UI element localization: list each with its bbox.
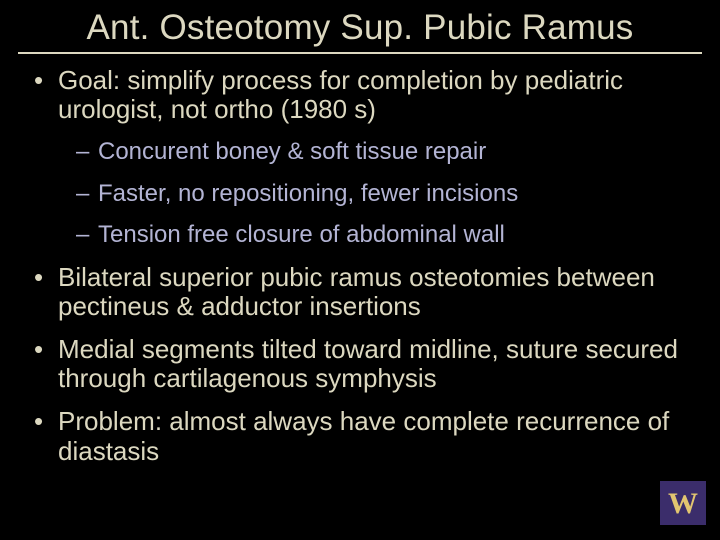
sub-list-item: Tension free closure of abdominal wall: [80, 221, 696, 249]
bullet-list: Goal: simplify process for completion by…: [14, 66, 706, 466]
svg-text:W: W: [668, 487, 698, 520]
w-logo-icon: W: [660, 481, 706, 525]
uw-logo: W: [660, 481, 706, 530]
bullet-text: Goal: simplify process for completion by…: [58, 65, 623, 124]
list-item: Problem: almost always have complete rec…: [40, 407, 696, 465]
slide-title: Ant. Osteotomy Sup. Pubic Ramus: [14, 8, 706, 48]
bullet-text: Problem: almost always have complete rec…: [58, 406, 669, 465]
sub-list-item: Faster, no repositioning, fewer incision…: [80, 180, 696, 208]
bullet-text: Bilateral superior pubic ramus osteotomi…: [58, 262, 655, 321]
sub-list: Concurent boney & soft tissue repair Fas…: [58, 138, 696, 249]
list-item: Bilateral superior pubic ramus osteotomi…: [40, 263, 696, 321]
list-item: Medial segments tilted toward midline, s…: [40, 335, 696, 393]
bullet-text: Medial segments tilted toward midline, s…: [58, 334, 678, 393]
slide: Ant. Osteotomy Sup. Pubic Ramus Goal: si…: [0, 0, 720, 540]
title-divider: [18, 52, 702, 54]
list-item: Goal: simplify process for completion by…: [40, 66, 696, 249]
sub-list-item: Concurent boney & soft tissue repair: [80, 138, 696, 166]
